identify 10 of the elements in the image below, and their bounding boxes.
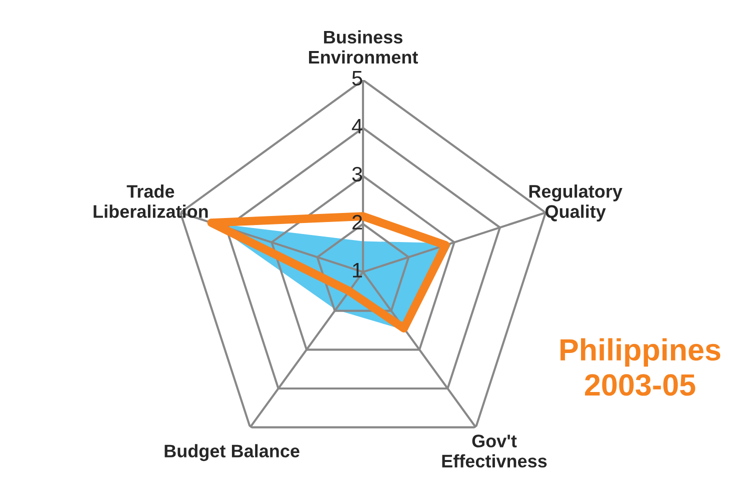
spoke-label: Trade Liberalization bbox=[94, 184, 208, 218]
y-tick-label: 1 bbox=[353, 263, 362, 278]
y-tick-label: 5 bbox=[352, 71, 362, 86]
text: Philippines 2003-05 bbox=[560, 338, 720, 396]
spoke-label: Business Environment bbox=[309, 30, 418, 64]
spoke-label: Budget Balance bbox=[164, 444, 300, 462]
y-tick-label: 3 bbox=[352, 166, 362, 182]
y-tick-label: 4 bbox=[352, 119, 362, 134]
spoke-label: Regulatory Quality bbox=[529, 184, 622, 222]
spoke-label: Gov't Effectivness bbox=[442, 434, 547, 468]
